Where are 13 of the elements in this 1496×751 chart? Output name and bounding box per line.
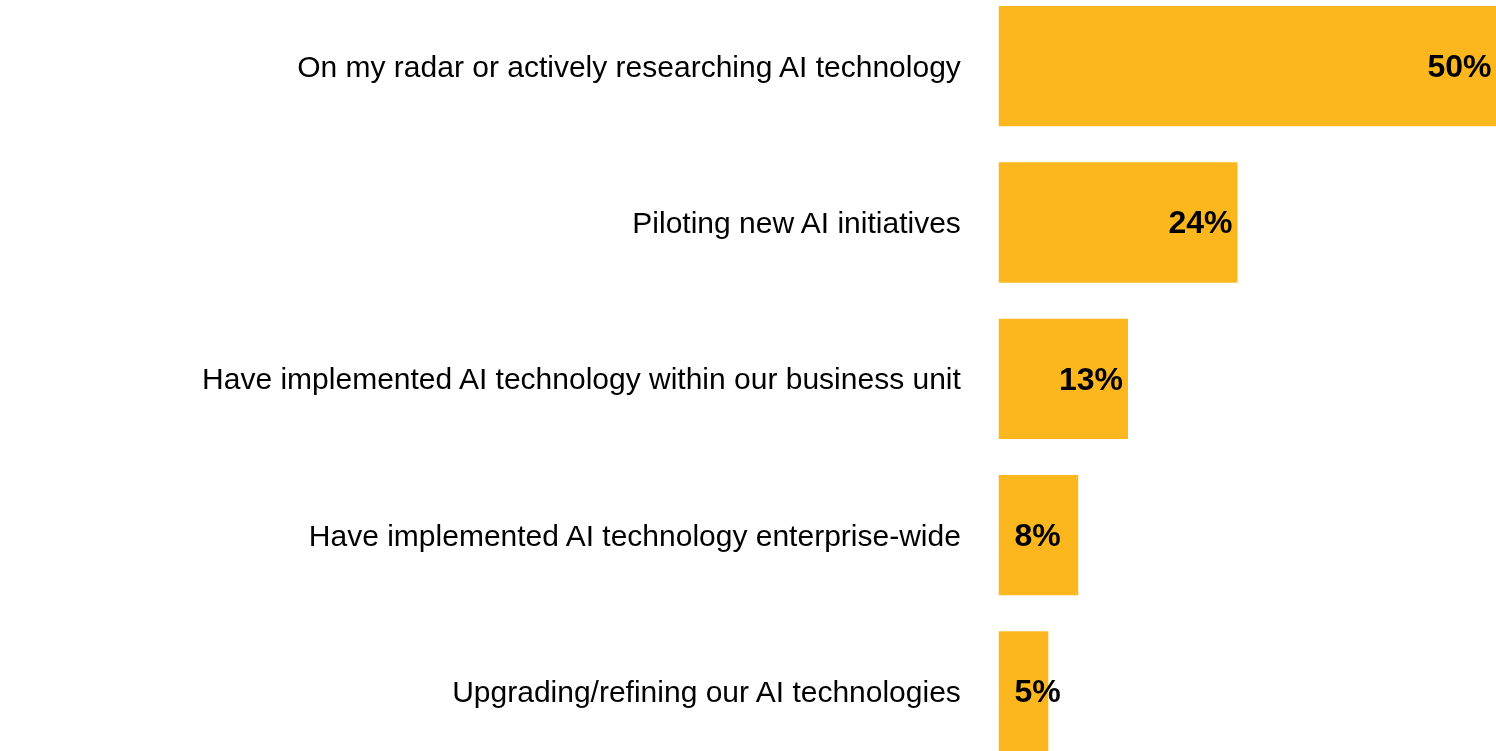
data-label: 13%: [1058, 360, 1123, 397]
y-tick-label: Piloting new AI initiatives: [632, 205, 961, 239]
bar: [998, 162, 1238, 283]
bar: [998, 474, 1079, 596]
data-label: 24%: [1168, 204, 1233, 241]
data-label: 8%: [1014, 517, 1061, 554]
y-tick-label: Have implemented AI technology within our business unit: [202, 362, 962, 396]
y-tick-label: Have implemented AI technology enterprise-wide: [308, 518, 961, 552]
bar: [998, 318, 1128, 439]
y-tick-label: Upgrading/refining our AI technologies: [452, 674, 961, 708]
y-tick-label: On my radar or actively researching AI technology: [297, 49, 961, 83]
bar: [998, 5, 1496, 127]
data-label: 50%: [1427, 48, 1492, 85]
